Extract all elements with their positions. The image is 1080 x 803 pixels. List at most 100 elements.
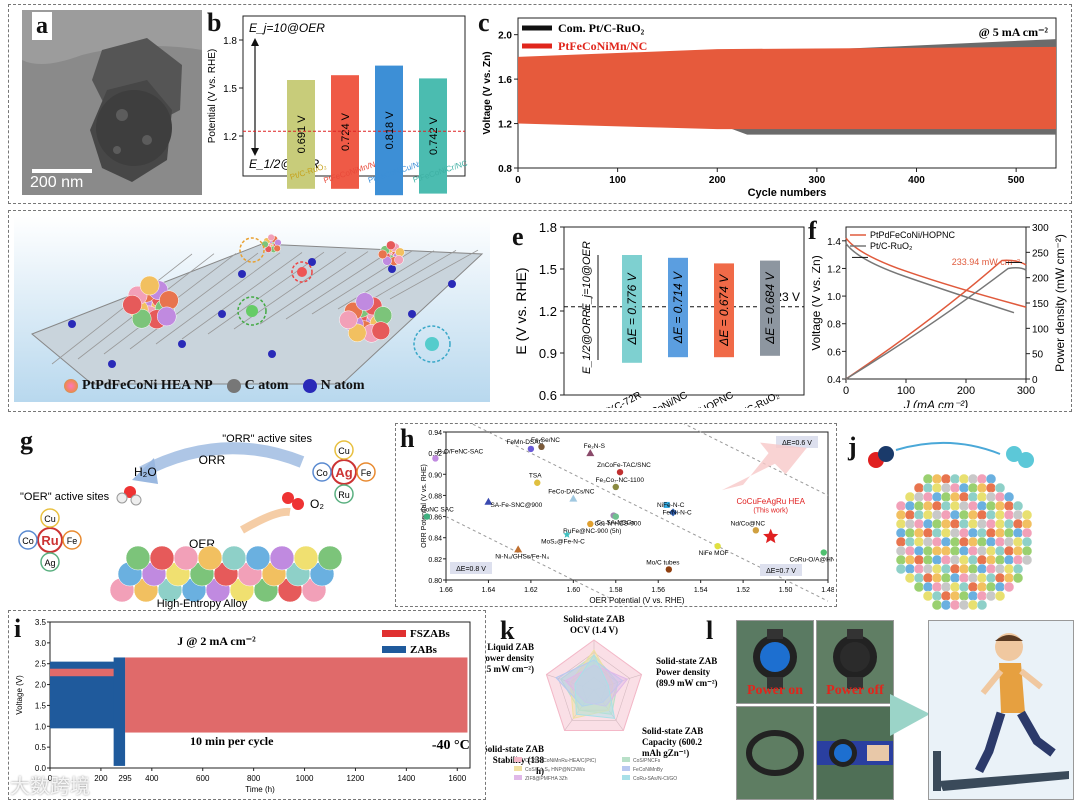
panel-g-illustration: ORR "ORR" active sites "OER" active sites H… (18, 433, 376, 610)
hea-sphere-atom (958, 527, 970, 539)
hea-sphere-atom (976, 491, 988, 503)
cluster-atom (18, 530, 38, 550)
bar-value-label: ΔE = 0.684 V (763, 272, 777, 345)
hea-sphere-atom (949, 563, 961, 575)
y-axis-label: Potential (V vs. RHE) (207, 49, 218, 143)
y-tick-label: 3.5 (35, 618, 47, 627)
hea-sphere-atom (913, 572, 925, 584)
hea-sphere-atom (913, 491, 925, 503)
x-tick-label: 100 (897, 385, 915, 397)
hea-sphere-atom (895, 509, 907, 521)
data-point (763, 528, 779, 544)
hea-sphere-atom (904, 536, 916, 548)
lattice-line (155, 252, 281, 345)
voltage-curve-hopnc (845, 237, 1027, 308)
legend-label: CC@FeCoNiMnRu-HEA/C(PtC) (525, 758, 597, 764)
hea-sphere-atom (931, 482, 943, 494)
hea-sphere-atom (895, 554, 907, 566)
x-tick-label: 1.52 (736, 587, 750, 594)
hea-sphere-atom (976, 473, 988, 485)
runner-illustration (928, 620, 1074, 800)
hea-sphere-atom (1003, 536, 1015, 548)
cluster-atom-label: Fe (67, 536, 78, 546)
bar (419, 78, 447, 194)
y-axis-label: Voltage (V vs. Zn) (812, 255, 823, 350)
hea-sphere-atom (1012, 536, 1024, 548)
hea-sphere-atom (895, 500, 907, 512)
lattice-line (181, 252, 303, 340)
bar-value-label: 0.691 V (296, 115, 308, 154)
x-axis-label: Time (h) (245, 785, 275, 794)
hea-sphere-atom (1021, 527, 1033, 539)
x-tick-label: 0 (48, 774, 53, 783)
hea-sphere-atom (994, 563, 1006, 575)
data-point-label: Fe-Se/NC (531, 437, 560, 444)
x-tick-label: 1.60 (567, 587, 581, 594)
hea-sphere-atom (949, 545, 961, 557)
n-atom (308, 258, 316, 266)
hea-sphere-atom (940, 581, 952, 593)
y-tick-label: 0.82 (428, 557, 442, 564)
hea-sphere-atom (967, 509, 979, 521)
hea-sphere-atom (958, 536, 970, 548)
data-point-label: Co₂-N-HCS-900 (594, 521, 641, 528)
panel-e-chart: 0.60.91.21.51.8E (V vs. RHE) 1.23 VE_j=10… (513, 220, 805, 408)
hea-sphere-atom (931, 527, 943, 539)
np-atom (377, 249, 388, 260)
alloy-caption: High-Entropy Alloy (157, 598, 248, 610)
hea-sphere-atom (1003, 572, 1015, 584)
lattice-line (337, 250, 435, 310)
highlight-sub-label: (This work) (753, 507, 788, 514)
hea-sphere-atom (931, 491, 943, 503)
legend-label: CoRu-SAs/N-Cl/GO (633, 776, 677, 782)
hea-sphere-atom (913, 500, 925, 512)
cluster-atom-label: Ag (44, 558, 55, 568)
lattice-line (259, 251, 369, 325)
legend-label: FeCoNiMnBy (633, 767, 663, 773)
watermark: 大数跨境 (10, 776, 90, 798)
hea-sphere-atom (1003, 581, 1015, 593)
bar-value-label: 0.742 V (428, 116, 440, 155)
y-tick-label: 0.90 (428, 472, 442, 479)
peak-annotation: 233.94 mW cm⁻² (952, 257, 1020, 267)
hea-sphere-atom (976, 554, 988, 566)
cluster-atom (40, 552, 60, 572)
hea-sphere-atom (1012, 527, 1024, 539)
hea-np-icon (64, 379, 78, 393)
temperature-label: -40 °C (432, 738, 470, 753)
panel-d-illustration (14, 216, 490, 402)
hea-sphere-atom (1012, 572, 1024, 584)
lattice-line (363, 250, 457, 305)
hea-sphere-atom (958, 581, 970, 593)
x-tick-label: 1200 (347, 774, 365, 783)
de-label: ΔE=0.8 V (456, 566, 486, 573)
n-atom (238, 270, 246, 278)
n-atom (68, 320, 76, 328)
hea-sphere-atom (931, 554, 943, 566)
x-tick-label: 600 (196, 774, 210, 783)
hea-sphere-atom (958, 509, 970, 521)
watch-wrist-graphic (817, 707, 893, 799)
hea-sphere-atom (895, 545, 907, 557)
hea-sphere-atom (922, 590, 934, 602)
o2-atom (1006, 446, 1022, 462)
hea-sphere-atom (994, 500, 1006, 512)
hea-sphere-atom (976, 572, 988, 584)
panel-c-chart: 0 100 200 300 400 500 0.8 1.2 1.6 2.0 Cycle number… (482, 17, 1057, 199)
bar-value-label: 0.818 V (384, 111, 396, 150)
x-tick-label: 1000 (296, 774, 314, 783)
o2-atom (282, 492, 294, 504)
y-tick-label: 0.6 (827, 347, 841, 358)
orr-label: ORR (199, 453, 226, 467)
bar (668, 257, 688, 358)
y-tick-label: 1.2 (498, 120, 512, 131)
h-atom (116, 492, 128, 504)
hea-sphere-atom (949, 500, 961, 512)
panel-label-a: a (32, 12, 52, 40)
data-point (563, 530, 571, 538)
de-label: ΔE=0.6 V (782, 440, 812, 447)
radar-axis-label: Power density (486, 653, 534, 663)
y-tick-label: 1.8 (223, 36, 237, 47)
hea-sphere-atom (958, 491, 970, 503)
hea-sphere-atom (922, 536, 934, 548)
